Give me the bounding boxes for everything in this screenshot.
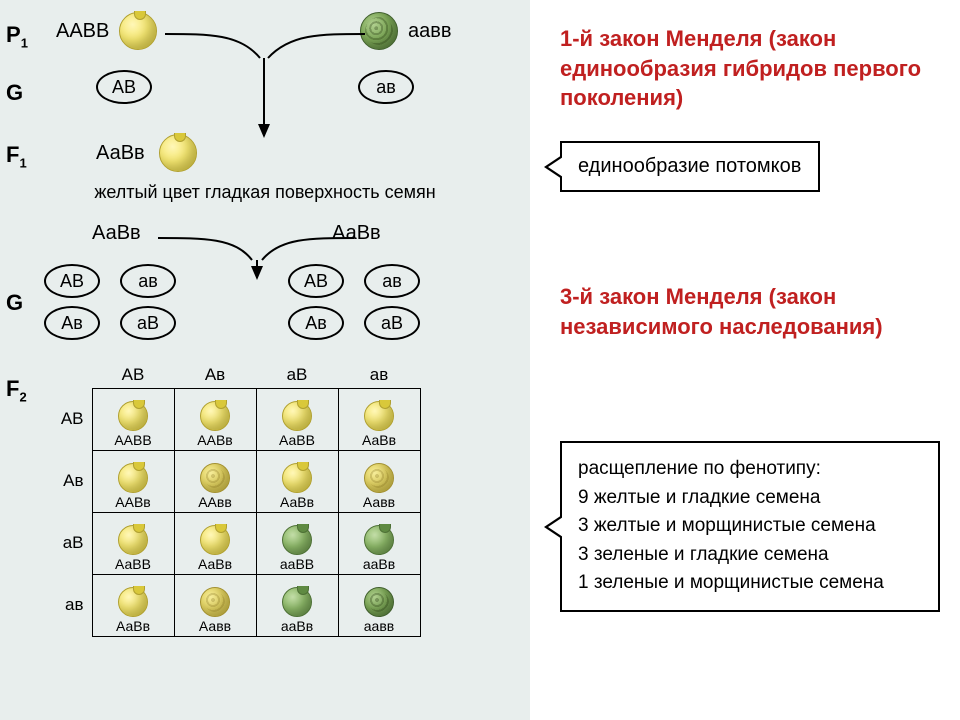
pea-icon [118,525,148,555]
punnett-cell: ААВВ [92,388,174,450]
punnett-cell: аавв [338,574,420,636]
pea-icon [282,401,312,431]
gamete: АВ [288,264,344,298]
label-g2: G [6,290,23,316]
pea-icon [118,587,148,617]
col-header: ав [338,362,420,388]
cell-genotype: Аавв [199,618,231,634]
cross-arrow [150,18,380,148]
ratio-line: 3 зеленые и гладкие семена [578,541,922,570]
f1-row: АаВв [96,134,197,172]
f1-genotype: АаВв [96,142,145,165]
cell-genotype: АаВв [198,556,232,572]
cell-genotype: ааВв [363,556,395,572]
text-panel: 1-й закон Менделя (закон единообразия ги… [530,0,960,720]
punnett-cell: АаВв [174,512,256,574]
label-g1: G [6,80,23,106]
punnett-cell: Аавв [338,450,420,512]
cell-genotype: аавв [364,618,394,634]
row-header: аВ [50,512,92,574]
pea-icon [364,463,394,493]
pea-icon [364,525,394,555]
cell-genotype: ААвв [198,494,232,510]
law3-title: 3-й закон Менделя (закон независимого на… [560,282,940,341]
gamete: Ав [44,306,100,340]
ratio-line: 3 желтые и морщинистые семена [578,512,922,541]
punnett-cell: ААВв [92,450,174,512]
punnett-cell: Аавв [174,574,256,636]
punnett-cell: ааВв [256,574,338,636]
pea-icon [364,401,394,431]
cell-genotype: ААВв [115,494,150,510]
gamete: ав [364,264,420,298]
gamete: ав [358,70,414,104]
gametes-right: АВ ав Ав аВ [288,264,428,340]
punnett-cell: АаВВ [92,512,174,574]
row-header: Ав [50,450,92,512]
col-header: аВ [256,362,338,388]
cell-genotype: ааВВ [280,556,314,572]
col-header: Ав [174,362,256,388]
pea-icon [118,463,148,493]
cell-genotype: ААВв [197,432,232,448]
gamete: АВ [44,264,100,298]
punnett-cell: ааВв [338,512,420,574]
row-header: АВ [50,388,92,450]
punnett-cell: АаВв [92,574,174,636]
law1-callout-text: единообразие потомков [578,155,801,177]
punnett-square: АВ Ав аВ ав АВ ААВВ ААВв АаВВ АаВв Ав ААВв ААвв… [50,362,421,637]
pea-icon [200,587,230,617]
cell-genotype: АаВв [362,432,396,448]
label-f1: F1 [6,142,27,170]
col-header: АВ [92,362,174,388]
law1-title: 1-й закон Менделя (закон единообразия ги… [560,24,940,113]
pea-icon [200,401,230,431]
label-f2: F2 [6,376,27,404]
cell-genotype: АаВв [116,618,150,634]
law3-callout: расщепление по фенотипу: 9 желтые и глад… [560,441,940,612]
pea-icon [282,587,312,617]
gamete: аВ [120,306,176,340]
law1-callout: единообразие потомков [560,141,820,192]
punnett-cell: ааВВ [256,512,338,574]
ratio-line: 9 желтые и гладкие семена [578,484,922,513]
cell-genotype: ААВВ [114,432,151,448]
f1-caption: желтый цвет гладкая поверхность семян [50,182,480,203]
punnett-cell: ААВв [174,388,256,450]
ratio-line: 1 зеленые и морщинистые семена [578,569,922,598]
pea-icon [282,463,312,493]
gamete: ав [120,264,176,298]
row-header: ав [50,574,92,636]
label-p1: P1 [6,22,28,50]
gamete: аВ [364,306,420,340]
phenotype-ratio: расщепление по фенотипу: 9 желтые и глад… [578,455,922,598]
gamete: АВ [96,70,152,104]
gamete: Ав [288,306,344,340]
gametes-left: АВ ав Ав аВ [44,264,184,340]
pea-icon [118,401,148,431]
pea-icon [200,463,230,493]
p1-right-genotype: аавв [408,20,452,43]
pea-icon [200,525,230,555]
cell-genotype: Аавв [363,494,395,510]
cell-genotype: АаВВ [279,432,315,448]
diagram-panel: P1 ААВВ аавв G АВ ав F1 АаВв желтый цвет… [0,0,530,720]
p1-left-genotype: ААВВ [56,20,109,43]
punnett-cell: АаВв [256,450,338,512]
cell-genotype: АаВВ [115,556,151,572]
ratio-heading: расщепление по фенотипу: [578,455,922,484]
punnett-wrap: АВ Ав аВ ав АВ ААВВ ААВв АаВВ АаВв Ав ААВв ААвв… [26,358,421,637]
pea-icon [364,587,394,617]
punnett-cell: ААвв [174,450,256,512]
pea-icon [159,134,197,172]
cell-genotype: ааВв [281,618,313,634]
punnett-cell: АаВв [338,388,420,450]
punnett-cell: АаВВ [256,388,338,450]
pea-icon [282,525,312,555]
p1-left: ААВВ [56,12,157,50]
cell-genotype: АаВв [280,494,314,510]
